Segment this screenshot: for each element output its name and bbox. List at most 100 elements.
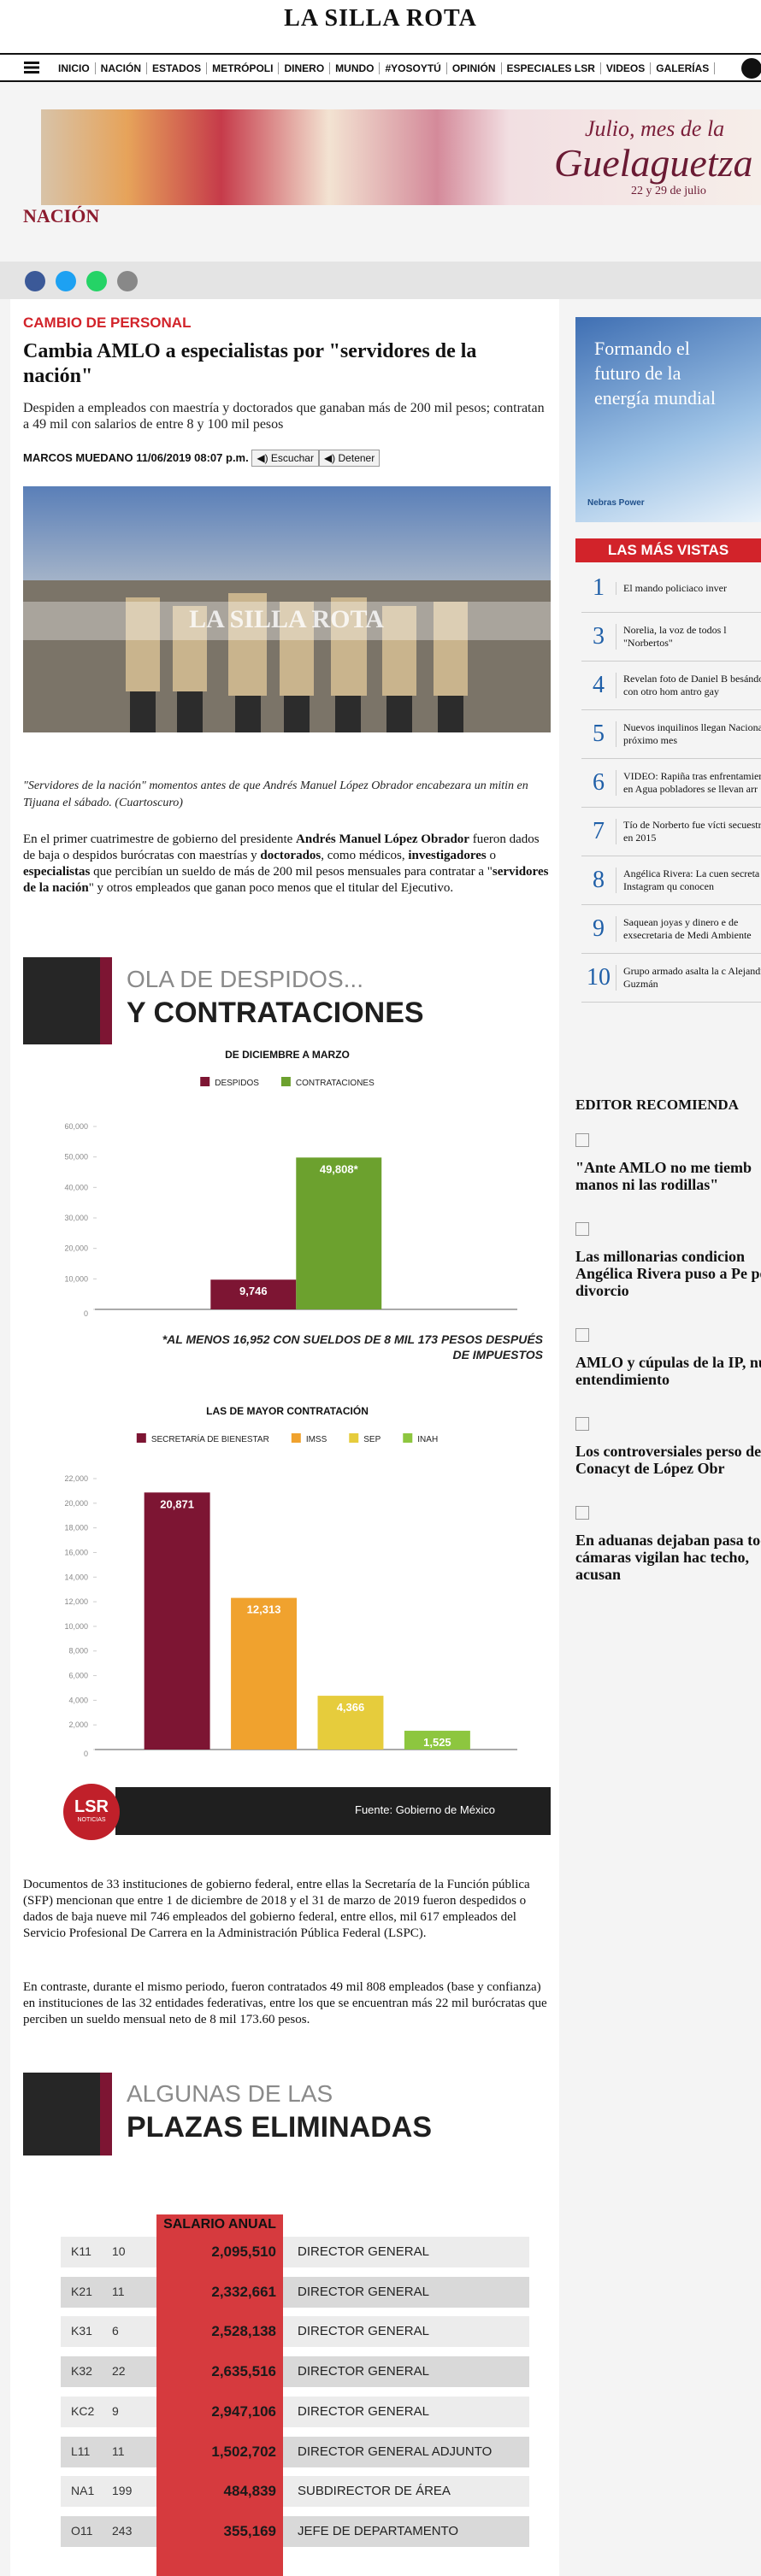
info-title: ALGUNAS DE LAS (127, 2080, 333, 2107)
ad-text: Formando el futuro de la energía mundial (594, 338, 716, 409)
y-tick-label: 14,000 (64, 1573, 88, 1581)
rank: 7 (593, 818, 605, 844)
most-viewed-item[interactable]: 7 Tío de Norberto fue vícti secuestro en … (581, 808, 761, 856)
broken-image (575, 1133, 589, 1147)
section-label: NACIÓN (23, 205, 100, 226)
banner-text: 22 y 29 de julio (631, 185, 706, 197)
most-viewed-item[interactable]: 4 Revelan foto de Daniel B besándose con … (581, 662, 761, 710)
sidebar-ad[interactable]: Formando el futuro de la energía mundial… (575, 317, 761, 522)
legend-label: CONTRATACIONES (296, 1079, 375, 1088)
bar (231, 1597, 298, 1750)
most-viewed-item[interactable]: 6 VIDEO: Rapiña tras enfrentamiento en Ag… (581, 759, 761, 808)
nav-link[interactable]: GALERÍAS (651, 62, 716, 74)
rank: 9 (593, 915, 605, 942)
nav-link[interactable]: ESPECIALES LSR (501, 62, 601, 74)
nav-links: INICIO NACIÓN ESTADOS METRÓPOLI DINERO MUNDO #… (53, 61, 716, 76)
item-title: Saquean joyas y dinero e de exsecretaria… (616, 916, 761, 942)
y-tick-label: 20,000 (64, 1499, 88, 1508)
y-tick-label: 8,000 (68, 1647, 88, 1656)
author: MARCOS MUEDANO (23, 451, 133, 464)
most-viewed-item[interactable]: 10 Grupo armado asalta la c Alejandra Guz… (581, 954, 761, 1003)
nav-link[interactable]: VIDEOS (600, 62, 652, 74)
bar-label: 1,525 (423, 1736, 451, 1749)
rank: 3 (593, 623, 605, 650)
rank: 5 (593, 720, 605, 747)
logo-text: LSR (74, 1797, 109, 1816)
bar (210, 1279, 297, 1309)
rank: 6 (593, 769, 605, 796)
banner-ad[interactable]: Julio, mes de la Guelaguetza 20 22 y 29 … (41, 109, 761, 205)
stop-button[interactable]: ◀) Detener (318, 450, 380, 467)
editor-pick[interactable]: En aduanas dejaban pasa todo; cámaras vi… (575, 1506, 761, 1583)
most-viewed-item[interactable]: 5 Nuevos inquilinos llegan Nacional el pr… (581, 710, 761, 759)
most-viewed-item[interactable]: 9 Saquean joyas y dinero e de exsecretari… (581, 905, 761, 954)
y-tick-label: 12,000 (64, 1597, 88, 1606)
editor-pick[interactable]: "Ante AMLO no me tiemb manos ni las rodi… (575, 1133, 761, 1193)
kicker: CAMBIO DE PERSONAL (23, 315, 192, 331)
legend-swatch (136, 1433, 146, 1443)
legend-label: INAH (417, 1435, 438, 1444)
item-title: Revelan foto de Daniel B besándose con o… (616, 673, 761, 698)
most-viewed-item[interactable]: 1 El mando policiaco inver (581, 564, 761, 613)
paragraph: En contraste, durante el mismo periodo, … (23, 1979, 551, 2028)
y-tick-label: 6,000 (68, 1672, 88, 1680)
source-bar: Fuente: Gobierno de México (115, 1787, 551, 1835)
bar (144, 1492, 210, 1750)
editor-pick[interactable]: Los controversiales perso del Conacyt de… (575, 1417, 761, 1477)
legend-swatch (349, 1433, 359, 1443)
paragraph-text: Documentos de 33 instituciones de gobier… (23, 1878, 530, 1940)
broken-image (575, 1506, 589, 1520)
paragraph-text: o (486, 849, 497, 862)
share-icons[interactable] (24, 270, 144, 292)
article-photo: LA SILLA ROTA (23, 486, 551, 732)
y-tick-label: 0 (84, 1750, 88, 1758)
editor-pick[interactable]: Las millonarias condicion Angélica River… (575, 1222, 761, 1299)
nav-link[interactable]: MUNDO (330, 62, 380, 74)
pick-title: Los controversiales perso del Conacyt de… (575, 1443, 761, 1477)
nav-link[interactable]: NACIÓN (95, 62, 148, 74)
bar-label: 20,871 (160, 1497, 194, 1510)
item-title: Tío de Norberto fue vícti secuestro en 2… (616, 819, 761, 844)
legend-label: SEP (363, 1435, 380, 1444)
nav-link[interactable]: INICIO (53, 62, 96, 74)
legend-swatch (403, 1433, 413, 1443)
legend: DESPIDOS CONTRATACIONES (200, 1077, 375, 1088)
nav-link[interactable]: OPINIÓN (446, 62, 502, 74)
paragraph-text: , como médicos, (321, 849, 409, 862)
bar-label: 49,808* (320, 1162, 359, 1175)
broken-image (575, 1328, 589, 1342)
summary: Despiden a empleados con maestría y doct… (23, 401, 545, 432)
listen-button[interactable]: ◀) Escuchar (251, 450, 319, 467)
menu-icon[interactable] (24, 62, 39, 74)
nav-link[interactable]: ESTADOS (147, 62, 208, 74)
y-tick-label: 4,000 (68, 1696, 88, 1704)
most-viewed-item[interactable]: 3 Norelia, la voz de todos l "Norbertos" (581, 613, 761, 662)
lsr-logo: LSR NOTICIAS (63, 1784, 120, 1840)
logo[interactable]: LA SILLA ROTA (284, 5, 477, 32)
item-title: Grupo armado asalta la c Alejandra Guzmá… (616, 965, 761, 991)
paragraph-text: doctorados (260, 849, 322, 862)
nav-link[interactable]: METRÓPOLI (207, 62, 280, 74)
y-tick-label: 10,000 (64, 1622, 88, 1631)
paragraph-block: En contraste, durante el mismo periodo, … (23, 1979, 551, 2028)
y-tick-label: 0 (84, 1309, 88, 1318)
most-viewed-header: LAS MÁS VISTAS (575, 538, 761, 562)
paragraph-text: servidores de la nación (23, 865, 549, 895)
item-title: VIDEO: Rapiña tras enfrentamiento en Agu… (616, 770, 761, 796)
most-viewed-list: 1 El mando policiaco inver 3 Norelia, la vo… (581, 564, 761, 1003)
button-label: Escuchar (270, 452, 314, 464)
legend-label: IMSS (306, 1435, 327, 1444)
nav-link[interactable]: #YOSOYTÚ (380, 62, 447, 74)
info-badge (23, 2073, 112, 2155)
info-title: PLAZAS ELIMINADAS (127, 2111, 432, 2144)
legend-swatch (280, 1077, 291, 1086)
most-viewed-item[interactable]: 8 Angélica Rivera: La cuen secreta de Ins… (581, 856, 761, 905)
editor-pick[interactable]: AMLO y cúpulas de la IP, nuevo entendimi… (575, 1328, 761, 1388)
bar-label: 4,366 (337, 1701, 365, 1714)
nav-link[interactable]: DINERO (279, 62, 331, 74)
social-icon[interactable] (740, 57, 761, 79)
y-tick-label: 16,000 (64, 1548, 88, 1556)
item-title: Norelia, la voz de todos l "Norbertos" (616, 624, 761, 650)
rank: 1 (593, 574, 605, 601)
